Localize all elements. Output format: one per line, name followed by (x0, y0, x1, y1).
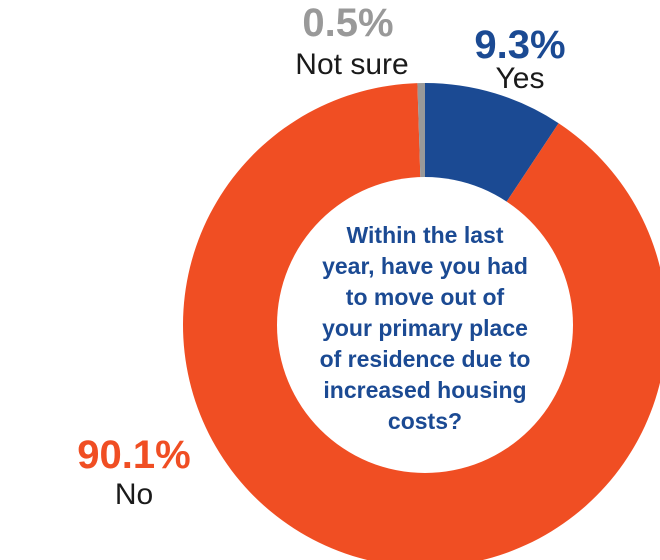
center-question-line: of residence due to (320, 346, 531, 372)
pct-label-no: 90.1% (77, 433, 190, 477)
donut-hole (277, 177, 573, 473)
center-question-line: increased housing (323, 377, 526, 403)
center-question-line: to move out of (346, 284, 505, 310)
category-label-no: No (115, 478, 153, 511)
center-question: Within the last year, have you had to move… (320, 222, 531, 434)
center-question-line: Within the last (347, 222, 504, 248)
pct-label-not-sure: 0.5% (302, 1, 393, 45)
center-question-line: year, have you had (322, 253, 528, 279)
category-label-not-sure: Not sure (295, 48, 408, 81)
center-question-line: your primary place (322, 315, 528, 341)
pct-label-yes: 9.3% (474, 23, 565, 67)
category-label-yes: Yes (496, 62, 545, 95)
center-question-line: costs? (388, 408, 462, 434)
